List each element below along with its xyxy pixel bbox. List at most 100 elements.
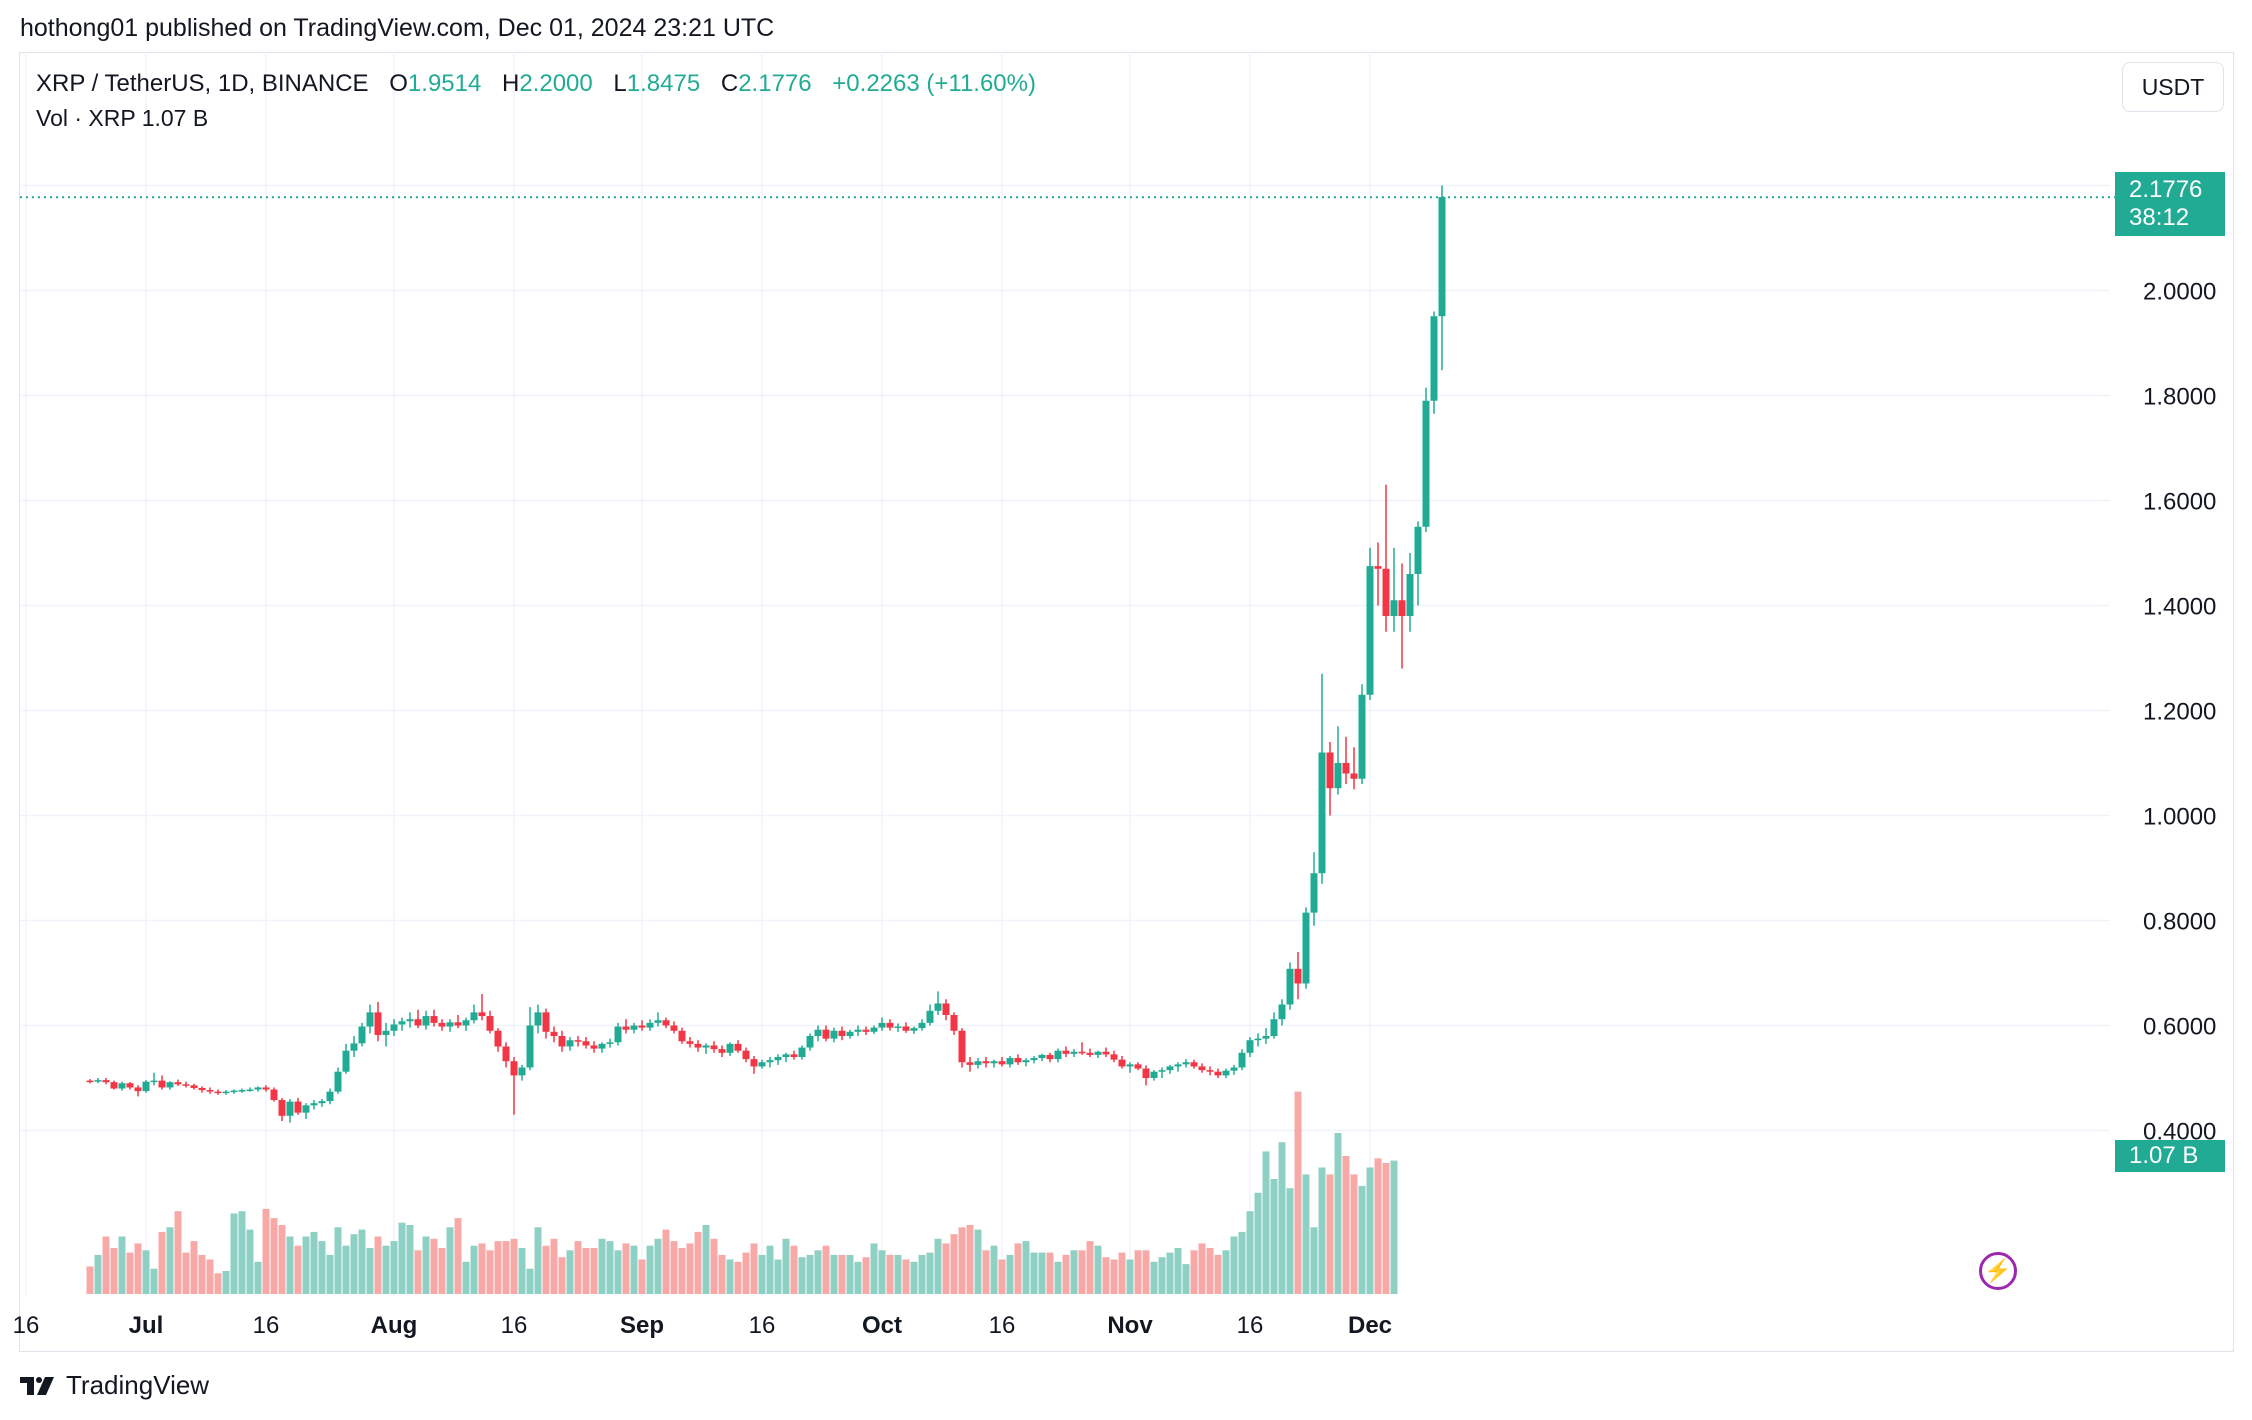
candle-body <box>614 1026 622 1043</box>
candle-body <box>1286 968 1294 1005</box>
candle-body <box>1310 873 1318 913</box>
candle-body <box>134 1087 142 1092</box>
candle-body <box>630 1025 638 1030</box>
publisher-header: hothong01 published on TradingView.com, … <box>20 14 775 42</box>
volume-bar <box>1214 1254 1222 1294</box>
symbol-legend: XRP / TetherUS, 1D, BINANCE O1.9514 H2.2… <box>36 70 1036 98</box>
candle-body <box>1390 600 1398 616</box>
volume-bar <box>854 1261 862 1294</box>
volume-bar <box>518 1248 526 1294</box>
candles <box>86 185 1446 1123</box>
candle-body <box>774 1057 782 1061</box>
volume-bar <box>486 1250 494 1294</box>
volume-bar <box>1102 1257 1110 1294</box>
volume-bar <box>478 1243 486 1294</box>
volume-bar <box>1038 1252 1046 1294</box>
volume-bar <box>310 1231 318 1294</box>
candle-body <box>430 1016 438 1023</box>
candle-body <box>1238 1052 1246 1068</box>
candle-body <box>862 1029 870 1032</box>
candle-body <box>1062 1050 1070 1054</box>
volume-bar <box>902 1259 910 1294</box>
volume-bar <box>934 1238 942 1294</box>
candle-body <box>830 1030 838 1039</box>
footer-brand[interactable]: TradingView <box>18 1370 209 1401</box>
price-axis: 0.40000.60000.80001.00001.20001.40001.60… <box>2143 174 2216 1146</box>
x-tick-label: 16 <box>253 1312 280 1339</box>
volume-bar <box>1198 1243 1206 1294</box>
candle-body <box>590 1045 598 1049</box>
candle-body <box>230 1090 238 1093</box>
volume-bar <box>886 1254 894 1294</box>
chart-frame <box>19 52 2234 1352</box>
volume-bar <box>950 1234 958 1294</box>
candle-body <box>1222 1070 1230 1076</box>
open-label: O <box>389 70 408 97</box>
candle-body <box>926 1010 934 1023</box>
currency-button[interactable]: USDT <box>2122 62 2224 112</box>
volume-bar <box>126 1252 134 1294</box>
candle-body <box>398 1021 406 1025</box>
candle-body <box>1142 1068 1150 1078</box>
volume-bar <box>190 1241 198 1294</box>
candle-body <box>1366 566 1374 695</box>
candle-body <box>878 1022 886 1028</box>
candle-body <box>998 1061 1006 1065</box>
candle-body <box>1422 400 1430 527</box>
lightning-icon[interactable]: ⚡ <box>1979 1252 2017 1290</box>
candle-body <box>966 1062 974 1065</box>
y-tick-label: 1.0000 <box>2143 804 2216 831</box>
candle-body <box>1158 1070 1166 1072</box>
candle-body <box>1350 773 1358 779</box>
volume-bar <box>86 1266 94 1294</box>
volume-bar <box>742 1252 750 1294</box>
candle-body <box>470 1012 478 1021</box>
volume-bar <box>894 1254 902 1294</box>
candle-body <box>1326 752 1334 789</box>
volume-bar <box>222 1271 230 1294</box>
candle-body <box>1302 912 1310 984</box>
volume-bar <box>814 1250 822 1294</box>
candle-body <box>974 1061 982 1065</box>
candle-body <box>958 1030 966 1063</box>
volume-label: Vol · XRP <box>36 105 136 131</box>
volume-bar <box>686 1243 694 1294</box>
volume-bar <box>1334 1133 1342 1294</box>
volume-bar <box>406 1225 414 1294</box>
volume-bar <box>1326 1174 1334 1294</box>
volume-bar <box>694 1231 702 1294</box>
open-value: 1.9514 <box>407 70 482 97</box>
candle-body <box>646 1022 654 1028</box>
candle-body <box>1126 1064 1134 1067</box>
candle-body <box>1294 968 1302 984</box>
candle-body <box>1086 1052 1094 1055</box>
volume-bar <box>830 1254 838 1294</box>
volume-bar <box>1078 1250 1086 1294</box>
candle-body <box>718 1049 726 1053</box>
candle-body <box>678 1030 686 1042</box>
low-value: 1.8475 <box>626 70 701 97</box>
volume-bar <box>550 1238 558 1294</box>
x-tick-label: 16 <box>501 1312 528 1339</box>
candle-body <box>542 1012 550 1032</box>
symbol-label: XRP / TetherUS, 1D, BINANCE <box>36 70 369 97</box>
volume-bar <box>1070 1250 1078 1294</box>
candle-body <box>566 1040 574 1047</box>
candle-body <box>286 1101 294 1116</box>
candle-body <box>150 1080 158 1083</box>
volume-bar <box>1270 1179 1278 1294</box>
candle-body <box>1206 1070 1214 1072</box>
candle-body <box>886 1022 894 1028</box>
candle-body <box>838 1030 846 1036</box>
volume-bar <box>1358 1185 1366 1294</box>
candle-body <box>950 1015 958 1031</box>
volume-bar <box>878 1250 886 1294</box>
candle-body <box>990 1061 998 1064</box>
last-price-value: 2.1776 <box>2129 176 2203 203</box>
candle-body <box>494 1030 502 1047</box>
candle-body <box>1318 752 1326 874</box>
candle-body <box>142 1081 150 1092</box>
volume-bar <box>1366 1167 1374 1294</box>
candle-body <box>846 1031 854 1036</box>
